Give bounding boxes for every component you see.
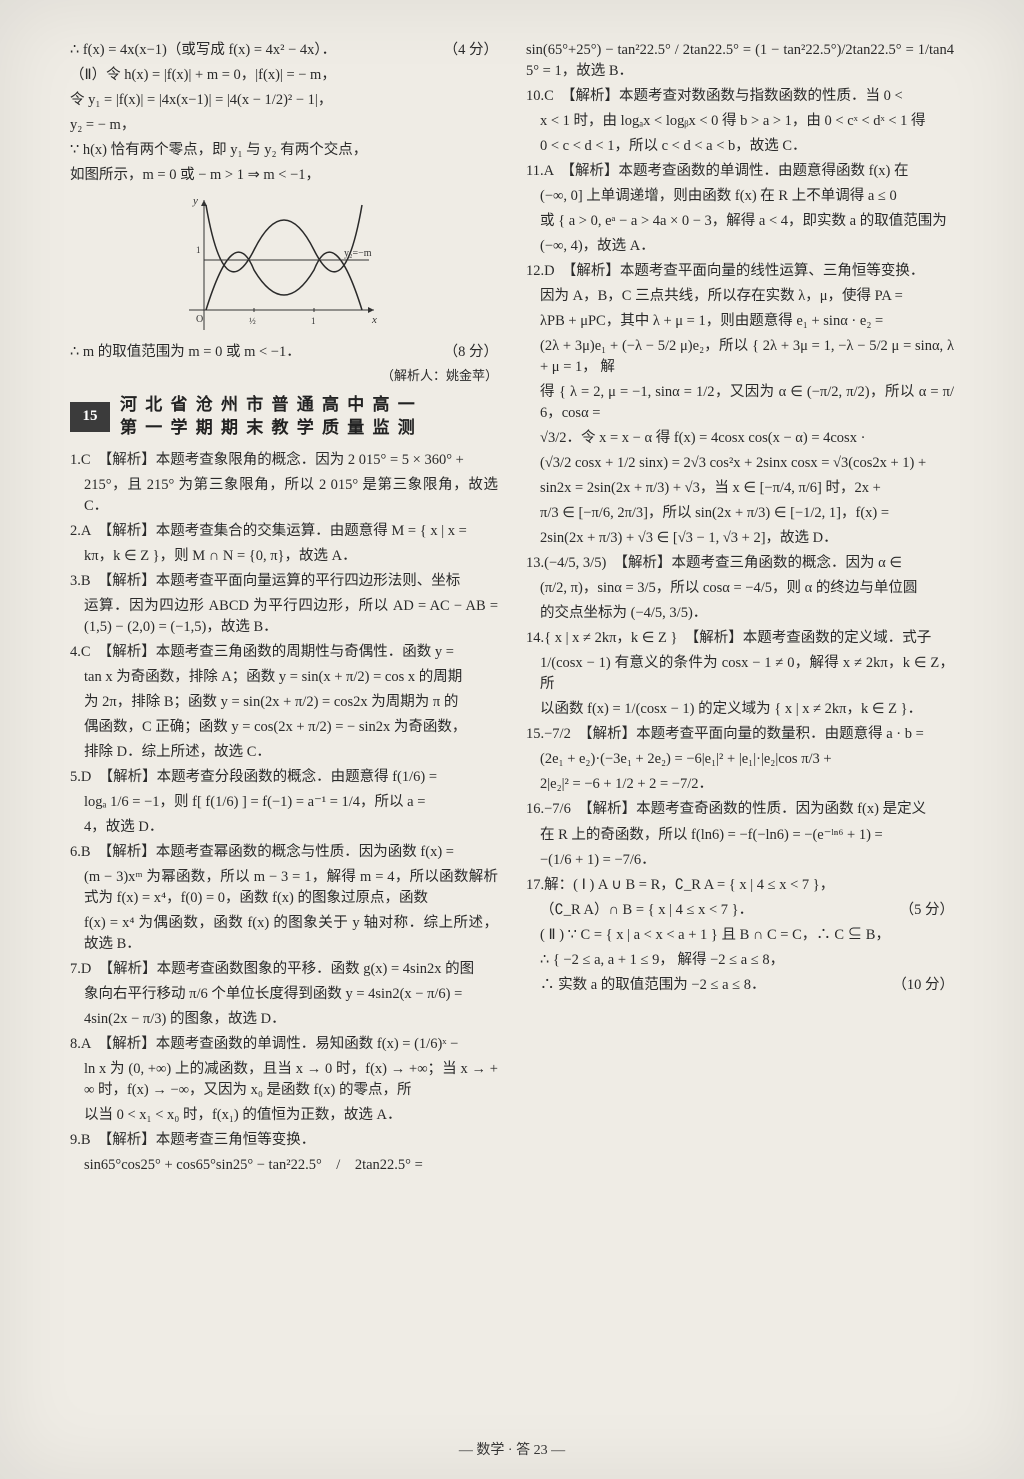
q9b: sin65°cos25° + cos65°sin25° − tan²22.5° …	[70, 1155, 498, 1176]
q4b: tan x 为奇函数，排除 A；函数 y = sin(x + π/2) = co…	[70, 667, 498, 688]
r-11: 11.A 【解析】本题考查函数的单调性．由题意得函数 f(x) 在	[526, 161, 954, 182]
q1: 1.C 【解析】本题考查象限角的概念．因为 2 015° = 5 × 360° …	[70, 450, 498, 471]
svg-text:y: y	[192, 195, 198, 207]
line-l4: y₂ = − m，	[70, 115, 498, 136]
q7: 7.D 【解析】本题考查函数图象的平移．函数 g(x) = 4sin2x 的图	[70, 959, 498, 980]
r-17d: ∴ { −2 ≤ a, a + 1 ≤ 9， 解得 −2 ≤ a ≤ 8，	[526, 950, 954, 971]
q4e: 排除 D．综上所述，故选 C．	[70, 742, 498, 763]
r-15: 15.−7/2 【解析】本题考查平面向量的数量积．由题意得 a · b =	[526, 724, 954, 745]
svg-text:1: 1	[196, 245, 201, 255]
r-11b: (−∞, 0] 上单调递增，则由函数 f(x) 在 R 上不单调得 a ≤ 0	[526, 186, 954, 207]
r-10b: x < 1 时，由 logₐx < logᵦx < 0 得 b > a > 1，…	[526, 111, 954, 132]
q4c: 为 2π，排除 B；函数 y = sin(2x + π/2) = cos2x 为…	[70, 692, 498, 713]
r-17c: ( Ⅱ ) ∵ C = { x | a < x < a + 1 } 且 B ∩ …	[526, 925, 954, 946]
r-15b: (2e₁ + e₂)·(−3e₁ + 2e₂) = −6|e₁|² + |e₁|…	[526, 749, 954, 770]
q6b: (m − 3)xᵐ 为幂函数，所以 m − 3 = 1，解得 m = 4，所以函…	[70, 867, 498, 909]
r-12f: √3/2．令 x = x − α 得 f(x) = 4cosx cos(x − …	[526, 428, 954, 449]
svg-text:½: ½	[249, 316, 256, 326]
page-footer: — 数学 · 答 23 —	[0, 1439, 1024, 1459]
svg-text:x: x	[371, 314, 377, 326]
line-l2: （Ⅱ）令 h(x) = |f(x)| + m = 0，|f(x)| = − m，	[70, 65, 498, 86]
r-17b: （∁_R A）∩ B = { x | 4 ≤ x < 7 }．（5 分）	[526, 900, 954, 921]
r-10: 10.C 【解析】本题考查对数函数与指数函数的性质．当 0 <	[526, 86, 954, 107]
r-12i: π/3 ∈ [−π/6, 2π/3]，所以 sin(2x + π/3) ∈ [−…	[526, 503, 954, 524]
svg-text:1: 1	[311, 316, 316, 326]
svg-text:y₂=−m: y₂=−m	[344, 248, 372, 259]
r-10c: 0 < c < d < 1，所以 c < d < a < b，故选 C．	[526, 136, 954, 157]
r-16: 16.−7/6 【解析】本题考查奇函数的性质．因为函数 f(x) 是定义	[526, 799, 954, 820]
r-12j: 2sin(2x + π/3) + √3 ∈ [√3 − 1, √3 + 2]，故…	[526, 528, 954, 549]
q6: 6.B 【解析】本题考查幂函数的概念与性质．因为函数 f(x) =	[70, 842, 498, 863]
badge-15: 15	[70, 402, 110, 432]
r-14: 14.{ x | x ≠ 2kπ，k ∈ Z } 【解析】本题考查函数的定义域．…	[526, 628, 954, 649]
q3b: 运算．因为四边形 ABCD 为平行四边形，所以 AD = AC − AB = (…	[70, 596, 498, 638]
r-16c: −(1/6 + 1) = −7/6．	[526, 850, 954, 871]
r-12g: (√3/2 cosx + 1/2 sinx) = 2√3 cos²x + 2si…	[526, 453, 954, 474]
r-17: 17.解：( Ⅰ ) A ∪ B = R，∁_R A = { x | 4 ≤ x…	[526, 875, 954, 896]
r-14c: 以函数 f(x) = 1/(cosx − 1) 的定义域为 { x | x ≠ …	[526, 699, 954, 720]
header-title: 河 北 省 沧 州 市 普 通 高 中 高 一 第 一 学 期 期 末 教 学 …	[120, 394, 417, 440]
line-l5: ∵ h(x) 恰有两个零点，即 y₁ 与 y₂ 有两个交点，	[70, 140, 498, 161]
r-9c: sin(65°+25°) − tan²22.5° / 2tan22.5° = (…	[526, 40, 954, 82]
r-11d: (−∞, 4)，故选 A．	[526, 236, 954, 257]
r-13: 13.(−4/5, 3/5) 【解析】本题考查三角函数的概念．因为 α ∈	[526, 553, 954, 574]
q5c: 4，故选 D．	[70, 817, 498, 838]
section-header: 15 河 北 省 沧 州 市 普 通 高 中 高 一 第 一 学 期 期 末 教…	[70, 394, 498, 440]
q5: 5.D 【解析】本题考查分段函数的概念．由题意得 f(1/6) =	[70, 767, 498, 788]
q2b: kπ，k ∈ Z }，则 M ∩ N = {0, π}，故选 A．	[70, 546, 498, 567]
q7c: 4sin(2x − π/3) 的图象，故选 D．	[70, 1009, 498, 1030]
r-12c: λPB + μPC，其中 λ + μ = 1，则由题意得 e₁ + sinα ·…	[526, 311, 954, 332]
q4d: 偶函数，C 正确；函数 y = cos(2x + π/2) = − sin2x …	[70, 717, 498, 738]
line-credit: （解析人：姚金苹）	[70, 367, 498, 386]
r-12e: 得 { λ = 2, μ = −1, sinα = 1/2，又因为 α ∈ (−…	[526, 382, 954, 424]
r-11c: 或 { a > 0, eᵃ − a > 4a × 0 − 3，解得 a < 4，…	[526, 211, 954, 232]
r-12b: 因为 A，B，C 三点共线，所以存在实数 λ，μ，使得 PA =	[526, 286, 954, 307]
svg-text:O: O	[196, 314, 203, 325]
r-12h: sin2x = 2sin(2x + π/3) + √3，当 x ∈ [−π/4,…	[526, 478, 954, 499]
line-l7: ∴ m 的取值范围为 m = 0 或 m < −1．（8 分）	[70, 342, 498, 363]
r-17e: ∴ 实数 a 的取值范围为 −2 ≤ a ≤ 8．（10 分）	[526, 975, 954, 996]
line-l3: 令 y₁ = |f(x)| = |4x(x−1)| = |4(x − 1/2)²…	[70, 90, 498, 111]
q1b: 215°，且 215° 为第三象限角，所以 2 015° 是第三象限角，故选 C…	[70, 475, 498, 517]
r-13b: (π/2, π)，sinα = 3/5，所以 cosα = −4/5，则 α 的…	[526, 578, 954, 599]
q9: 9.B 【解析】本题考查三角恒等变换．	[70, 1130, 498, 1151]
r-15c: 2|e₂|² = −6 + 1/2 + 2 = −7/2．	[526, 774, 954, 795]
q8: 8.A 【解析】本题考查函数的单调性．易知函数 f(x) = (1/6)ˣ −	[70, 1034, 498, 1055]
q4: 4.C 【解析】本题考查三角函数的周期性与奇偶性．函数 y =	[70, 642, 498, 663]
q3: 3.B 【解析】本题考查平面向量运算的平行四边形法则、坐标	[70, 571, 498, 592]
r-12d: (2λ + 3μ)e₁ + (−λ − 5/2 μ)e₂，所以 { 2λ + 3…	[526, 336, 954, 378]
r-14b: 1/(cosx − 1) 有意义的条件为 cosx − 1 ≠ 0，解得 x ≠…	[526, 653, 954, 695]
graph-w: x y O y₂=−m ½ 1 1	[184, 190, 384, 340]
q8b: ln x 为 (0, +∞) 上的减函数，且当 x → 0 时，f(x) → +…	[70, 1059, 498, 1101]
q8c: 以当 0 < x₁ < x₀ 时，f(x₁) 的值恒为正数，故选 A．	[70, 1105, 498, 1126]
q2: 2.A 【解析】本题考查集合的交集运算．由题意得 M = { x | x =	[70, 521, 498, 542]
line-l6: 如图所示，m = 0 或 − m > 1 ⇒ m < −1，	[70, 165, 498, 186]
q7b: 象向右平行移动 π/6 个单位长度得到函数 y = 4sin2(x − π/6)…	[70, 984, 498, 1005]
line-l1: ∴ f(x) = 4x(x−1)（或写成 f(x) = 4x² − 4x）．（4…	[70, 40, 498, 61]
r-13c: 的交点坐标为 (−4/5, 3/5)．	[526, 603, 954, 624]
q6c: f(x) = x⁴ 为偶函数，函数 f(x) 的图象关于 y 轴对称．综上所述，…	[70, 913, 498, 955]
q5b: logₐ 1/6 = −1，则 f[ f(1/6) ] = f(−1) = a⁻…	[70, 792, 498, 813]
r-16b: 在 R 上的奇函数，所以 f(ln6) = −f(−ln6) = −(e⁻ˡⁿ⁶…	[526, 825, 954, 846]
r-12: 12.D 【解析】本题考查平面向量的线性运算、三角恒等变换．	[526, 261, 954, 282]
